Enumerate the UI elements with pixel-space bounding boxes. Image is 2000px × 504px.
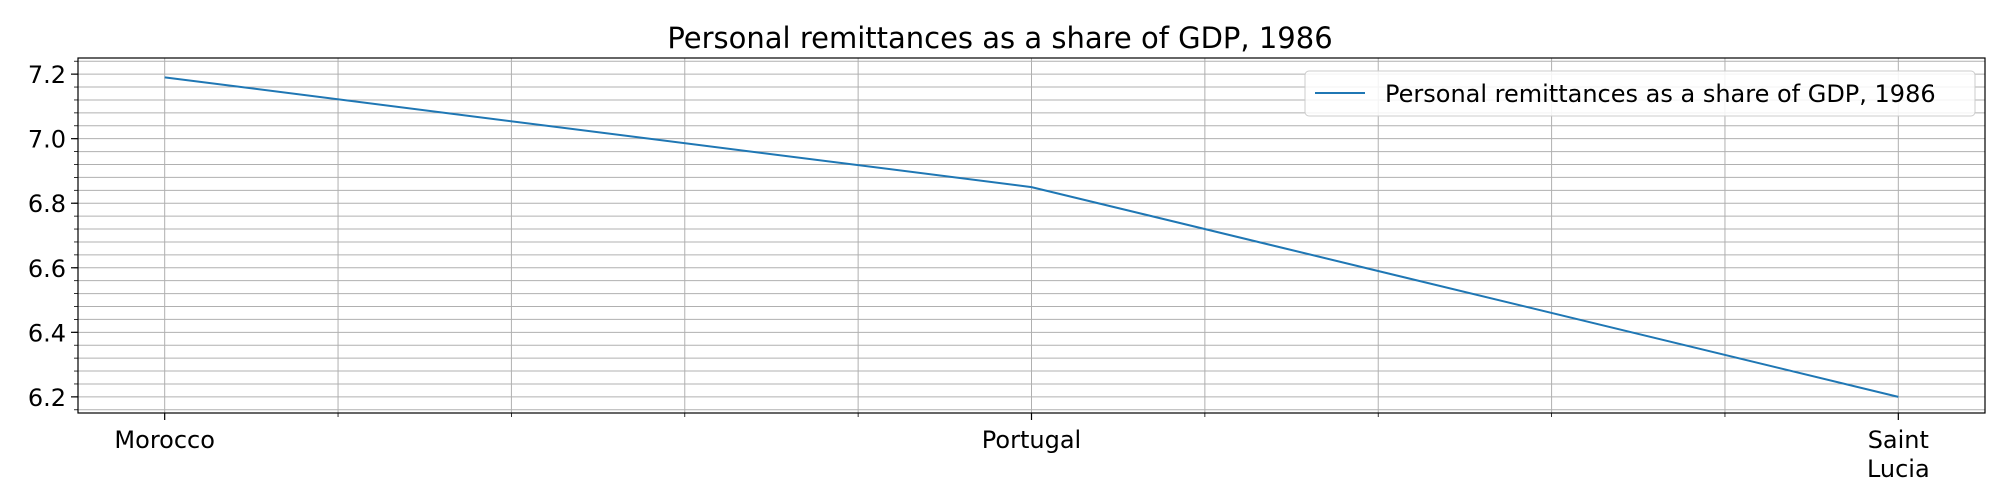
x-tick-label: Portugal <box>982 426 1081 454</box>
legend: Personal remittances as a share of GDP, … <box>1305 71 1975 116</box>
y-tick-label: 6.6 <box>28 255 66 283</box>
x-tick-label: Morocco <box>114 426 215 454</box>
y-tick-label: 7.2 <box>28 61 66 89</box>
chart-title: Personal remittances as a share of GDP, … <box>667 21 1332 55</box>
y-tick-label: 7.0 <box>28 126 66 154</box>
y-tick-label: 6.8 <box>28 190 66 218</box>
y-tick-label: 6.2 <box>28 384 66 412</box>
y-tick-label: 6.4 <box>28 319 66 347</box>
legend-label: Personal remittances as a share of GDP, … <box>1385 80 1936 108</box>
